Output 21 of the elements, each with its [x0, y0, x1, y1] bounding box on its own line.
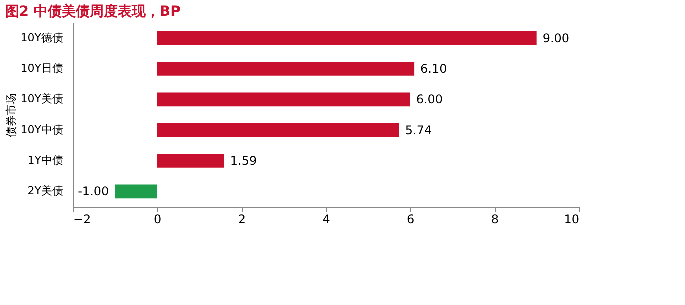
data-label: 9.00 [542, 31, 570, 46]
data-label: -1.00 [78, 184, 110, 199]
x-tick-label: −2 [74, 212, 92, 226]
x-tick-label: 0 [154, 212, 162, 226]
data-label: 1.59 [230, 154, 258, 168]
y-tick-label: 10Y美债 [20, 92, 64, 106]
chart-title: 图2 中债美债周度表现，BP [5, 3, 181, 20]
data-label: 6.10 [420, 62, 448, 76]
y-tick-label: 1Y中债 [28, 154, 64, 167]
data-label: 5.74 [405, 123, 432, 138]
y-tick-label: 2Y美债 [28, 184, 64, 198]
x-tick-label: 4 [322, 212, 330, 226]
x-tick-label: 10 [564, 212, 580, 226]
data-label: 6.00 [416, 92, 444, 107]
y-axis-title: 债券市场 [4, 94, 18, 138]
y-tick-label: 10Y日债 [20, 62, 64, 75]
y-tick-label: 10Y德债 [20, 31, 64, 44]
x-tick-label: 8 [491, 212, 499, 226]
x-tick-label: 2 [238, 212, 246, 226]
x-tick-label: 6 [407, 212, 415, 226]
y-tick-label: 10Y中债 [20, 123, 64, 136]
